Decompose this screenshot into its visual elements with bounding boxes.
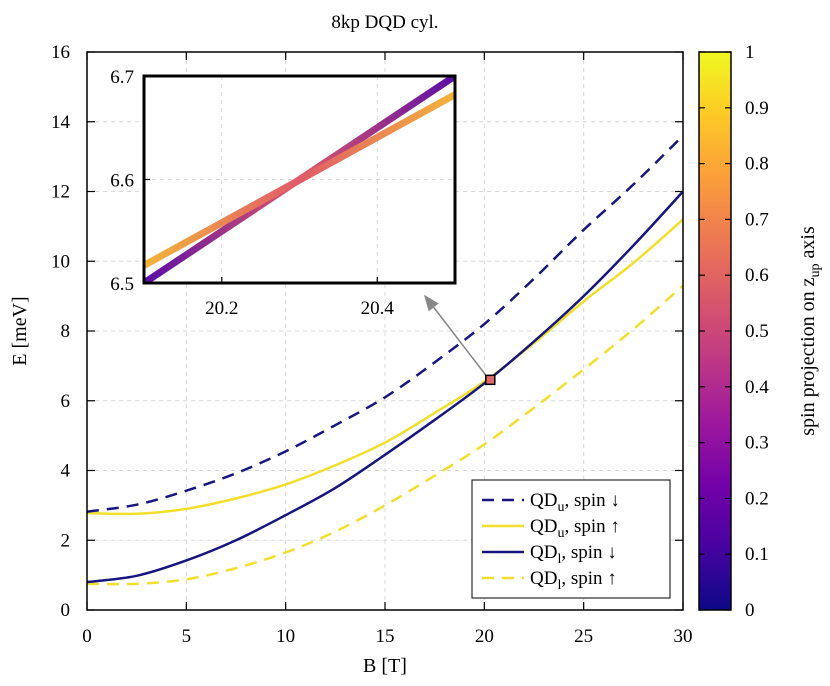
inset-plot: 20.2 20.4 6.5 6.6 6.7	[110, 67, 457, 319]
y-axis-label: E [meV]	[9, 296, 31, 365]
y-tick-label: 4	[61, 461, 71, 482]
colorbar-tick-label: 0.2	[745, 488, 769, 509]
inset-x-tick-label: 20.2	[205, 298, 238, 319]
colorbar-tick-label: 1	[745, 42, 755, 63]
colorbar-tick-label: 0.6	[745, 265, 769, 286]
colorbar-tick-label: 0.1	[745, 544, 769, 565]
zoom-indicator	[424, 294, 496, 386]
inset-y-tick-label: 6.7	[110, 67, 134, 88]
y-tick-label: 12	[51, 182, 70, 203]
y-tick-label: 10	[51, 251, 70, 272]
x-tick-label: 10	[276, 626, 295, 647]
inset-series-group	[144, 76, 455, 283]
x-axis-label: B [T]	[363, 655, 407, 677]
series-line-0	[87, 134, 683, 513]
x-tick-label: 20	[475, 626, 494, 647]
colorbar-ticks: 0 0.1 0.2 0.3 0.4 0.5 0.6 0.7 0.8 0.9 1	[699, 42, 769, 621]
colorbar-tick-label: 0.7	[745, 209, 769, 230]
chart-title: 8kp DQD cyl.	[331, 12, 438, 33]
x-axis: 0 5 10 15 20 25 30	[82, 52, 693, 647]
inset-y-tick-label: 6.6	[110, 171, 134, 192]
inset-x-tick-label: 20.4	[361, 298, 395, 319]
colorbar-tick-label: 0	[745, 600, 755, 621]
x-tick-label: 15	[376, 626, 395, 647]
inset-y-tick-label: 6.5	[110, 274, 134, 295]
colorbar: 0 0.1 0.2 0.3 0.4 0.5 0.6 0.7 0.8 0.9 1 spin proje…	[698, 42, 823, 621]
legend: QDu, spin ↓QDu, spin ↑QDl, spin ↓QDl, sp…	[471, 479, 671, 599]
y-tick-label: 14	[51, 112, 71, 133]
y-tick-label: 8	[61, 321, 71, 342]
series-group	[87, 134, 683, 586]
x-tick-label: 25	[574, 626, 593, 647]
x-tick-label: 30	[674, 626, 693, 647]
colorbar-tick-label: 0.8	[745, 154, 769, 175]
legend-label: QDu, spin ↑	[530, 516, 620, 541]
y-tick-label: 6	[61, 391, 71, 412]
x-tick-label: 0	[82, 626, 92, 647]
colorbar-label: spin projection on zup axis	[797, 226, 823, 436]
series-line-2	[87, 190, 683, 584]
colorbar-tick-label: 0.4	[745, 377, 769, 398]
legend-label: QDl, spin ↑	[530, 568, 617, 593]
zoom-arrow	[424, 294, 487, 377]
legend-label: QDu, spin ↓	[530, 490, 620, 515]
inset-line-1	[144, 91, 455, 269]
series-line-1	[87, 218, 683, 516]
legend-label: QDl, spin ↓	[530, 542, 617, 567]
y-tick-label: 16	[51, 42, 70, 63]
zoom-marker	[485, 374, 496, 386]
x-tick-label: 5	[182, 626, 192, 647]
colorbar-tick-label: 0.9	[745, 98, 769, 119]
colorbar-tick-label: 0.5	[745, 321, 769, 342]
inset-axes: 20.2 20.4 6.5 6.6 6.7	[110, 67, 394, 319]
y-axis: 0 2 4 6 8 10 12 14 16	[51, 42, 683, 621]
colorbar-tick-label: 0.3	[745, 433, 769, 454]
y-tick-label: 0	[61, 600, 71, 621]
y-tick-label: 2	[61, 530, 71, 551]
